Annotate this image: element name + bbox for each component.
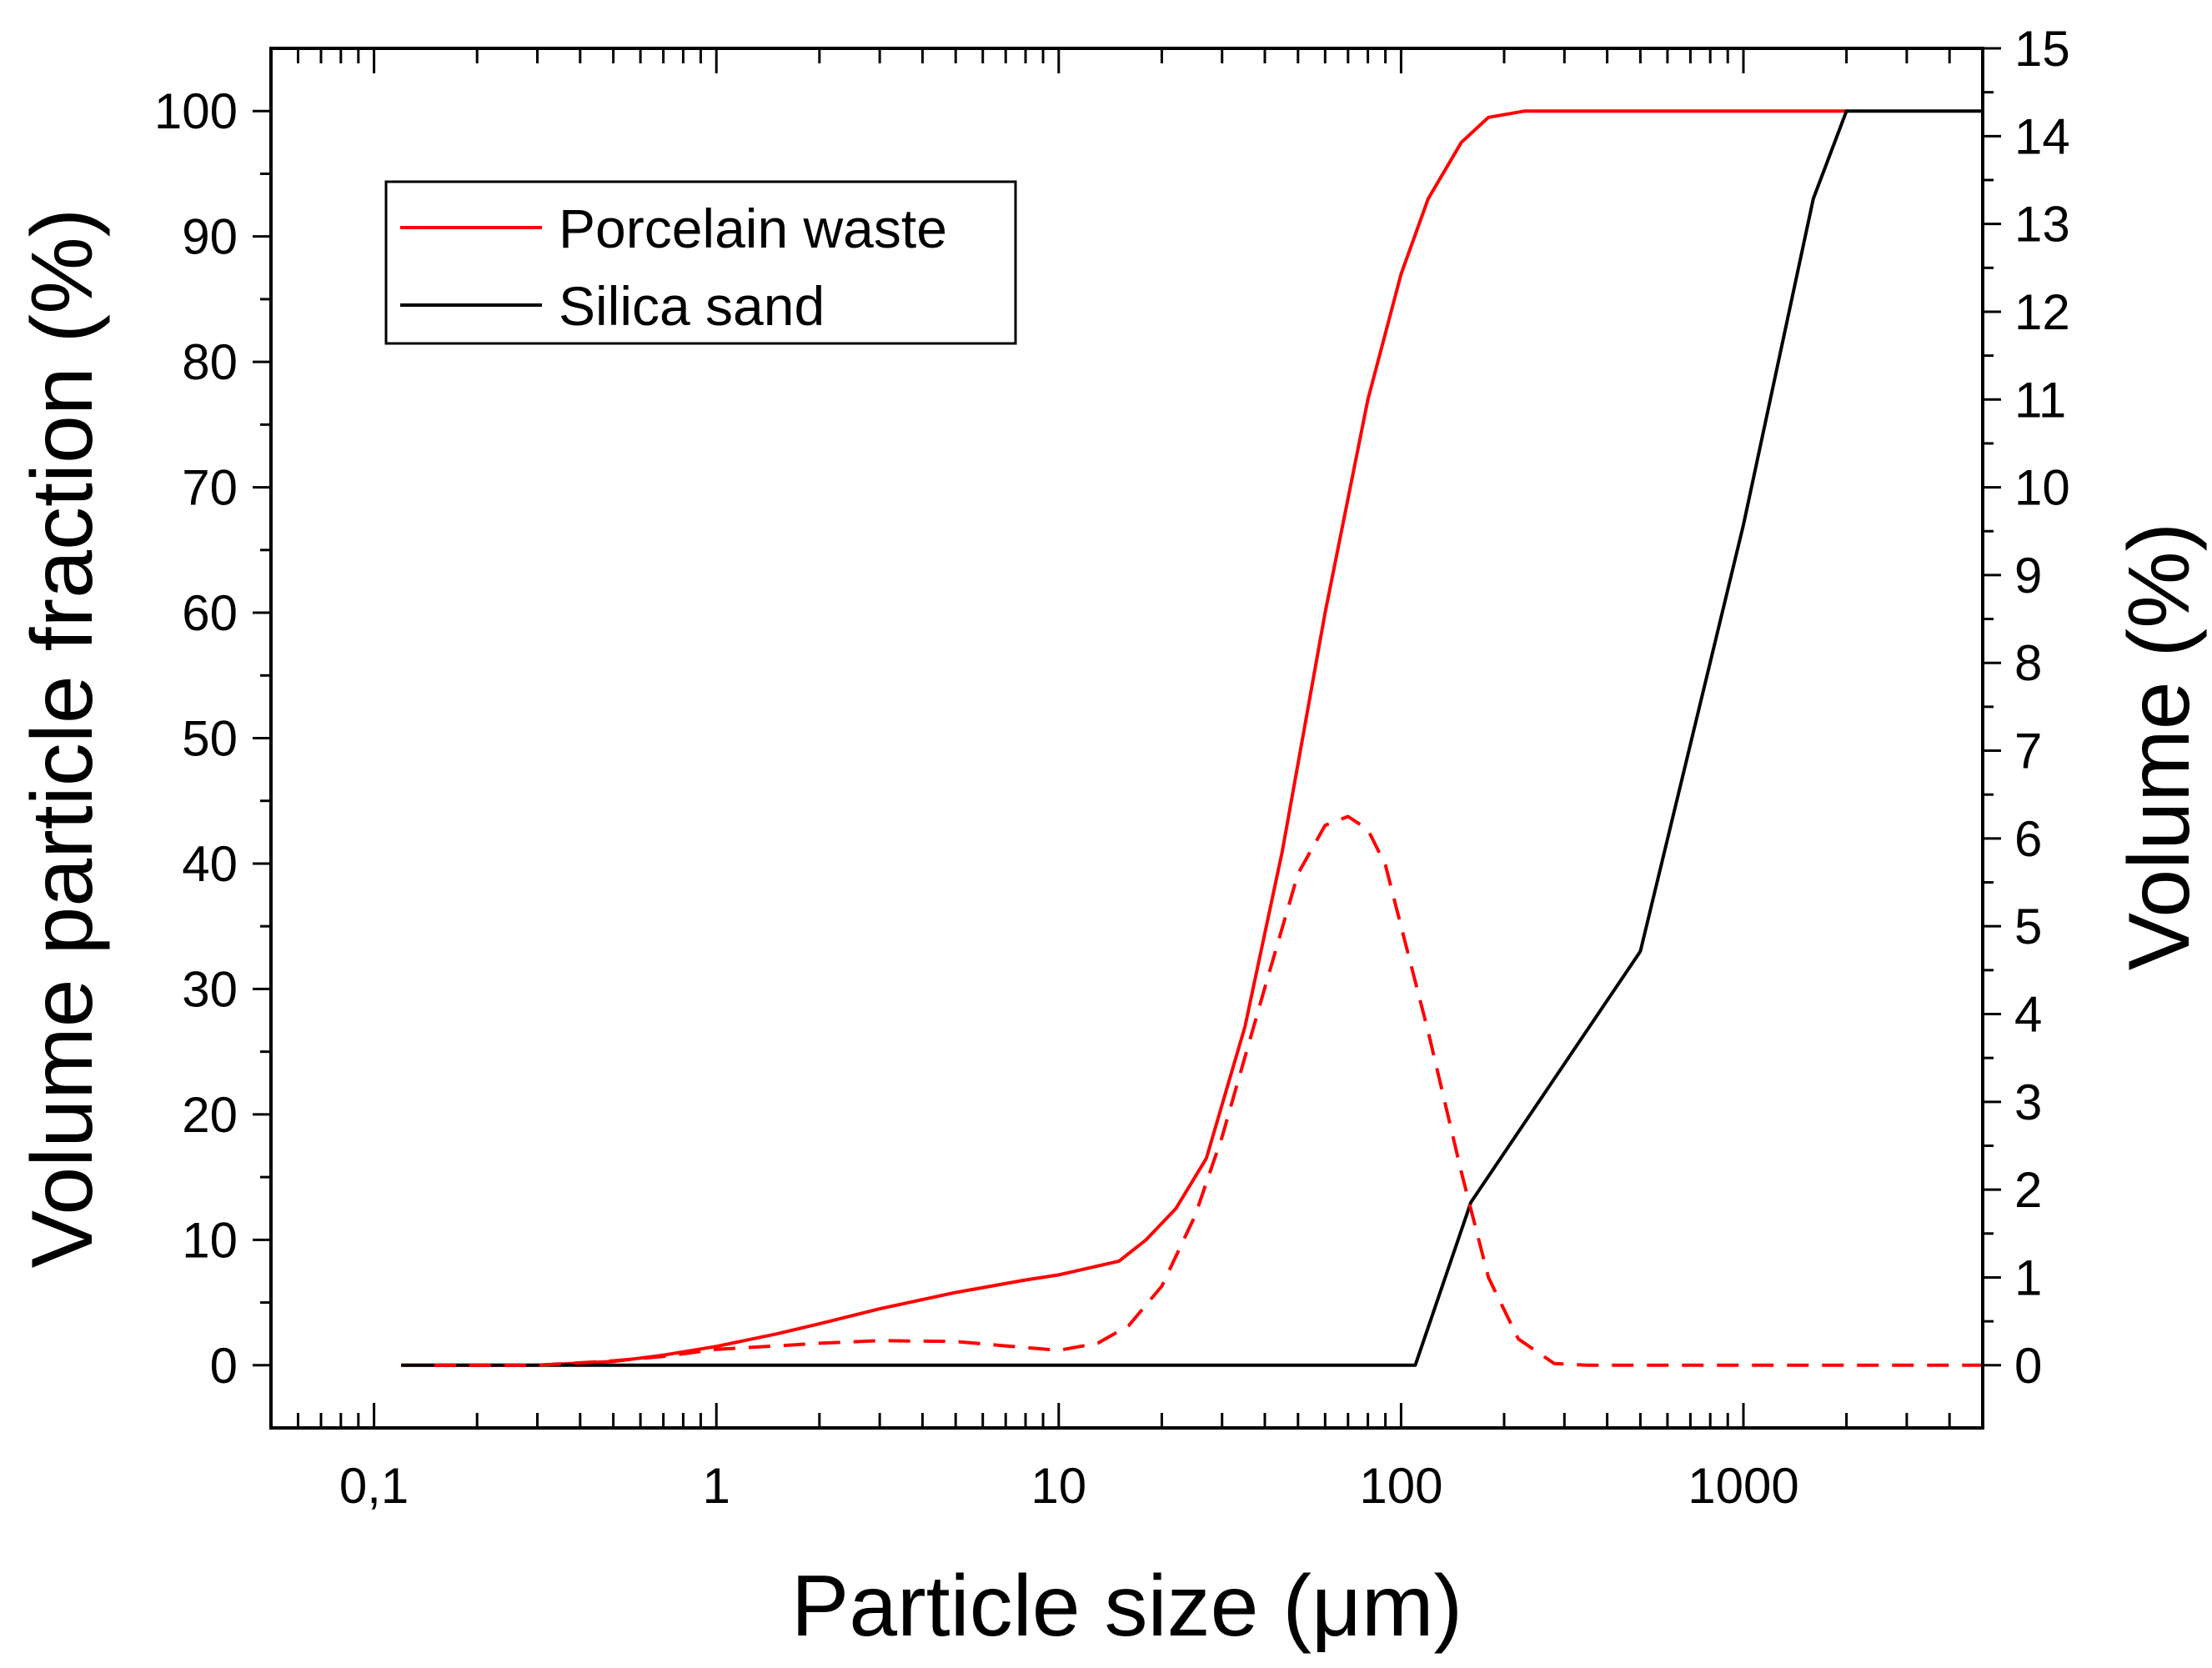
y-right-tick-label: 6 [2014,811,2042,867]
legend-label-porcelain-waste: Porcelain waste [559,198,947,259]
y-left-tick-label: 20 [182,1087,238,1143]
y-left-tick-label: 40 [182,836,238,892]
y-right-tick-label: 11 [2014,372,2066,428]
y-right-tick-label: 14 [2014,108,2070,164]
y-left-tick-label: 70 [182,460,238,516]
y-right-tick-label: 3 [2014,1074,2042,1130]
y-left-tick-label: 90 [182,209,238,265]
series-porcelain-waste-cumulative [401,109,1847,1367]
y-right-tick-label: 8 [2014,635,2042,691]
y-right-tick-label: 13 [2014,197,2070,253]
y-left-tick-label: 100 [154,83,238,139]
x-tick-label: 100 [1359,1458,1442,1514]
x-tick-label: 10 [1031,1458,1086,1514]
x-tick-label: 0,1 [339,1458,409,1514]
legend: Porcelain waste Silica sand [384,180,1017,345]
series-layer [401,109,1983,1367]
x-tick-label: 1000 [1688,1458,1798,1514]
y-right-tick-label: 10 [2014,460,2070,516]
y-left-tick-label: 0 [210,1338,238,1394]
y-left-tick-label: 60 [182,585,238,641]
y-right-tick-label: 2 [2014,1162,2042,1218]
legend-label-silica-sand: Silica sand [559,275,825,337]
y-left-tick-label: 10 [182,1212,238,1268]
series-porcelain-waste-volume [434,814,1983,1367]
y-right-tick-label: 1 [2014,1250,2042,1305]
y-right-tick-label: 5 [2014,899,2042,954]
x-tick-label: 1 [703,1458,730,1514]
y-right-tick-label: 0 [2014,1338,2042,1394]
y-right-tick-label: 12 [2014,284,2070,340]
plot-frame [269,47,1984,1430]
y-left-tick-label: 50 [182,711,238,767]
y-right-tick-label: 4 [2014,986,2042,1042]
y-axis-right-title: Volume (%) [2111,523,2208,971]
y-right-tick-label: 7 [2014,724,2042,779]
series-silica-sand-cumulative [401,109,1983,1367]
labels-layer: 0,1 1 10 100 1000010203040506070809010001234… [154,21,2070,1514]
y-axis-left-title: Volume particle fraction (%) [14,208,111,1269]
y-right-tick-label: 9 [2014,548,2042,604]
x-axis-title: Particle size (μm) [791,1558,1462,1655]
axes-layer [253,47,2001,1428]
y-left-tick-label: 80 [182,334,238,390]
y-right-tick-label: 15 [2014,21,2070,77]
legend-box [384,180,1017,345]
y-left-tick-label: 30 [182,961,238,1017]
